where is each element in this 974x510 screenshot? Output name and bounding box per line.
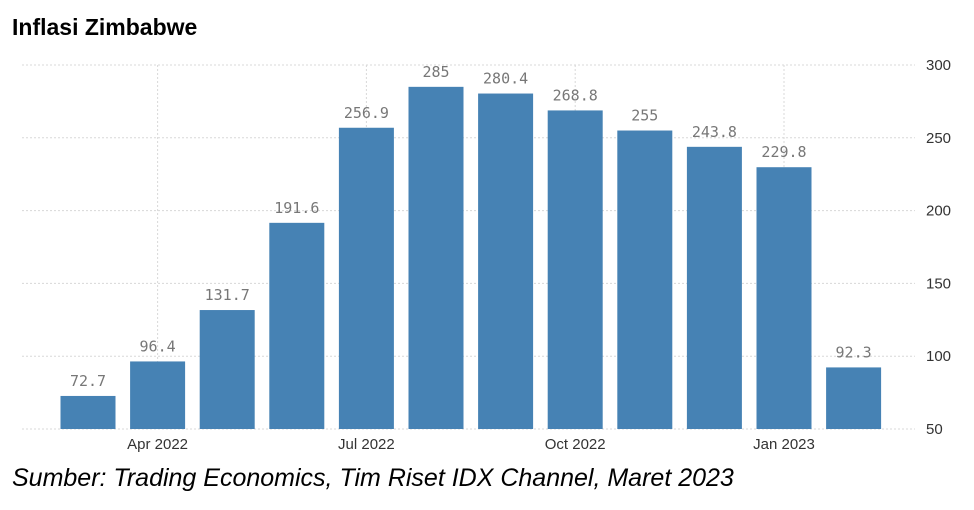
chart-title: Inflasi Zimbabwe [12, 14, 198, 40]
x-tick-label: Jul 2022 [338, 436, 395, 453]
data-label: 92.3 [836, 343, 872, 361]
x-tick-label: Jan 2023 [753, 436, 815, 453]
data-label: 229.8 [761, 143, 806, 161]
bar-jul-2022 [338, 127, 394, 429]
bar-jun-2022 [269, 222, 325, 429]
data-label: 285 [422, 63, 449, 81]
bar-sep-2022 [478, 93, 534, 429]
data-label: 268.8 [553, 86, 598, 104]
data-label: 96.4 [140, 337, 176, 355]
bar-jan-2023 [756, 167, 812, 430]
data-label: 256.9 [344, 104, 389, 122]
y-tick-label: 250 [926, 130, 951, 147]
data-label: 191.6 [274, 199, 319, 217]
bar-aug-2022 [408, 86, 464, 429]
y-tick-label: 100 [926, 348, 951, 365]
y-tick-label: 300 [926, 57, 951, 74]
bar-nov-2022 [617, 130, 673, 429]
data-label: 243.8 [692, 123, 737, 141]
data-label: 255 [631, 107, 658, 125]
y-tick-label: 150 [926, 275, 951, 292]
x-tick-label: Apr 2022 [127, 436, 188, 453]
y-tick-label: 50 [926, 421, 943, 438]
x-tick-label: Oct 2022 [545, 436, 606, 453]
data-label: 280.4 [483, 70, 528, 88]
data-label: 131.7 [205, 286, 250, 304]
bar-feb-2023 [826, 367, 882, 429]
bar-dec-2022 [686, 146, 742, 429]
data-label: 72.7 [70, 372, 106, 390]
bar-oct-2022 [547, 110, 603, 430]
y-tick-label: 200 [926, 203, 951, 220]
bar-may-2022 [199, 310, 255, 429]
bar-mar-2022 [60, 395, 116, 429]
bar-apr-2022 [130, 361, 186, 429]
source-caption: Sumber: Trading Economics, Tim Riset IDX… [12, 464, 734, 492]
